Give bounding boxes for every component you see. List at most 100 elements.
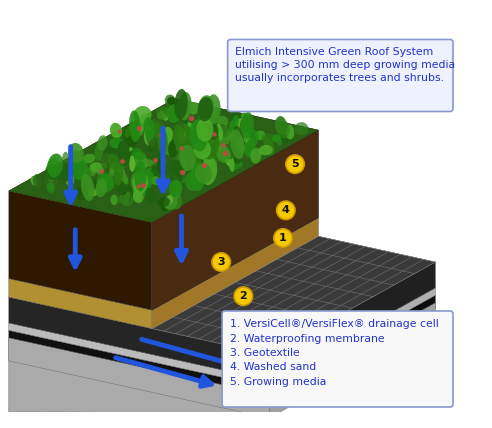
Ellipse shape: [225, 130, 231, 139]
Ellipse shape: [145, 188, 156, 205]
Ellipse shape: [210, 107, 218, 122]
Ellipse shape: [183, 131, 200, 159]
Ellipse shape: [130, 123, 144, 137]
Ellipse shape: [179, 130, 186, 143]
Polygon shape: [9, 186, 318, 310]
Ellipse shape: [178, 108, 188, 120]
Ellipse shape: [140, 170, 154, 184]
Ellipse shape: [246, 129, 258, 147]
Ellipse shape: [243, 123, 250, 143]
Ellipse shape: [240, 114, 252, 134]
Polygon shape: [9, 338, 269, 418]
Ellipse shape: [174, 155, 183, 163]
Ellipse shape: [180, 120, 187, 132]
Ellipse shape: [169, 162, 184, 176]
Ellipse shape: [99, 143, 106, 155]
Ellipse shape: [137, 178, 151, 197]
Ellipse shape: [143, 159, 154, 167]
Circle shape: [277, 201, 295, 220]
Ellipse shape: [169, 159, 184, 184]
Ellipse shape: [45, 164, 59, 181]
Ellipse shape: [197, 164, 205, 181]
Ellipse shape: [76, 186, 88, 200]
Polygon shape: [9, 191, 152, 310]
Ellipse shape: [134, 106, 152, 123]
Ellipse shape: [91, 162, 102, 172]
Ellipse shape: [234, 141, 242, 155]
Ellipse shape: [216, 116, 228, 128]
Ellipse shape: [163, 195, 178, 210]
Ellipse shape: [212, 126, 218, 137]
Ellipse shape: [117, 195, 128, 203]
Ellipse shape: [235, 118, 246, 132]
Ellipse shape: [202, 176, 212, 184]
Ellipse shape: [151, 165, 164, 181]
Ellipse shape: [160, 135, 171, 149]
Ellipse shape: [206, 150, 213, 169]
Ellipse shape: [92, 179, 105, 191]
Ellipse shape: [229, 121, 239, 138]
Polygon shape: [152, 218, 318, 329]
Ellipse shape: [215, 132, 229, 151]
Ellipse shape: [134, 152, 145, 164]
Ellipse shape: [190, 129, 201, 146]
Ellipse shape: [169, 164, 180, 184]
Ellipse shape: [144, 126, 153, 146]
Ellipse shape: [233, 126, 242, 137]
Ellipse shape: [47, 166, 58, 175]
Ellipse shape: [89, 165, 99, 175]
Ellipse shape: [109, 165, 115, 177]
Ellipse shape: [184, 171, 190, 181]
Ellipse shape: [169, 180, 182, 197]
Ellipse shape: [138, 113, 147, 131]
Text: 4: 4: [282, 205, 290, 215]
Ellipse shape: [125, 128, 131, 137]
Ellipse shape: [103, 146, 116, 162]
Text: 3: 3: [217, 257, 225, 267]
Ellipse shape: [235, 135, 245, 153]
Ellipse shape: [130, 121, 144, 136]
Ellipse shape: [148, 138, 156, 153]
Ellipse shape: [232, 151, 241, 164]
Ellipse shape: [122, 192, 130, 202]
Text: 2: 2: [240, 291, 247, 301]
Ellipse shape: [176, 151, 185, 170]
Ellipse shape: [230, 129, 245, 159]
Ellipse shape: [160, 171, 168, 186]
Ellipse shape: [132, 152, 146, 160]
Ellipse shape: [210, 113, 215, 120]
Ellipse shape: [202, 133, 215, 145]
Ellipse shape: [157, 110, 169, 120]
Ellipse shape: [165, 95, 175, 106]
Ellipse shape: [206, 94, 221, 125]
Ellipse shape: [97, 135, 108, 151]
Ellipse shape: [134, 160, 147, 192]
Ellipse shape: [45, 170, 57, 190]
Ellipse shape: [143, 167, 156, 186]
Ellipse shape: [123, 128, 137, 148]
Ellipse shape: [188, 102, 199, 115]
Ellipse shape: [167, 97, 176, 105]
Polygon shape: [269, 303, 435, 418]
Ellipse shape: [160, 196, 170, 211]
Ellipse shape: [225, 151, 231, 166]
Polygon shape: [9, 323, 269, 388]
Ellipse shape: [117, 183, 132, 195]
Ellipse shape: [46, 167, 56, 181]
Ellipse shape: [46, 158, 60, 175]
Polygon shape: [9, 279, 152, 329]
Ellipse shape: [163, 108, 169, 121]
Text: Elmich Intensive Green Roof System
utilising > 300 mm deep growing media
usually: Elmich Intensive Green Roof System utili…: [235, 47, 455, 83]
Ellipse shape: [66, 175, 74, 186]
Polygon shape: [152, 130, 318, 310]
Ellipse shape: [230, 112, 242, 129]
Polygon shape: [9, 297, 269, 380]
Ellipse shape: [209, 125, 220, 136]
Ellipse shape: [226, 133, 236, 141]
Ellipse shape: [156, 159, 165, 175]
Ellipse shape: [154, 123, 162, 137]
Ellipse shape: [159, 127, 173, 146]
Polygon shape: [9, 238, 435, 388]
Ellipse shape: [194, 140, 211, 159]
Ellipse shape: [122, 134, 133, 149]
